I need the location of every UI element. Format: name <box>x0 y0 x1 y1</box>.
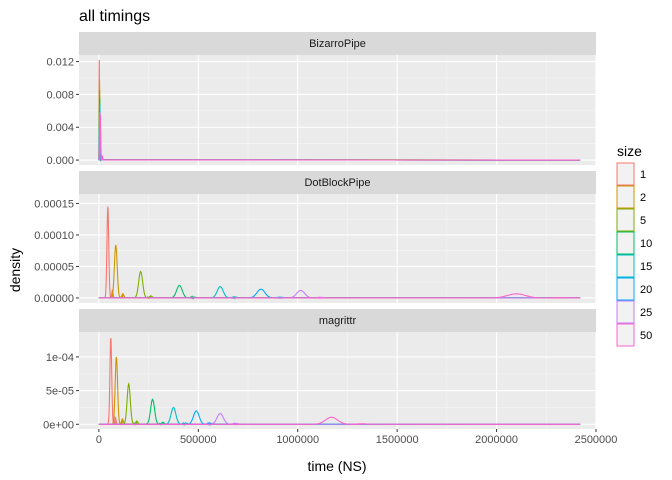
y-tick-label: 0.00000 <box>34 293 74 305</box>
facet-strip-label: DotBlockPipe <box>304 177 370 189</box>
density-line-size-2 <box>98 244 581 299</box>
facet-panel-BizarroPipe: BizarroPipe 0.000 0.004 0.008 0.012 <box>46 32 597 167</box>
legend-label-5: 5 <box>640 215 646 227</box>
y-tick-label: 0.00005 <box>34 261 74 273</box>
x-tick-label: 2000000 <box>475 434 518 446</box>
legend-key-1 <box>616 162 635 186</box>
y-tick-label: 0.00010 <box>34 230 74 242</box>
facet-panel-magrittr: magrittr 0e+00 5e-05 1e-04 <box>43 309 597 431</box>
legend-key-50 <box>616 323 635 347</box>
legend-label-20: 20 <box>640 284 652 296</box>
y-tick-label: 5e-05 <box>46 386 74 398</box>
legend-key-20 <box>616 277 635 301</box>
legend-label-15: 15 <box>640 261 652 273</box>
y-tick-label: 0e+00 <box>43 419 74 431</box>
y-tick-label: 0.00015 <box>34 198 74 210</box>
density-line-size-50 <box>98 293 581 299</box>
facet-strip <box>79 171 596 194</box>
x-axis-title: time (NS) <box>307 458 366 474</box>
legend-key-10 <box>616 231 635 255</box>
legend-key-2 <box>616 185 635 209</box>
density-line-size-2 <box>98 356 581 426</box>
facet-strip-label: BizarroPipe <box>309 38 366 50</box>
legend-label-1: 1 <box>640 169 646 181</box>
facet-strip <box>79 32 596 55</box>
panel-background <box>79 55 596 165</box>
legend-label-10: 10 <box>640 238 652 250</box>
legend-label-2: 2 <box>640 192 646 204</box>
legend-label-50: 50 <box>640 330 652 342</box>
y-tick-label: 0.008 <box>46 89 74 101</box>
x-tick-label: 1500000 <box>376 434 419 446</box>
facet-strip-label: magrittr <box>319 315 357 327</box>
y-tick-label: 1e-04 <box>46 352 74 364</box>
density-line-size-50 <box>98 114 581 162</box>
panel-background <box>79 332 596 429</box>
legend-key-15 <box>616 254 635 278</box>
legend-key-5 <box>616 208 635 232</box>
facet-strip <box>79 309 596 332</box>
density-line-size-50 <box>98 416 581 426</box>
facet-panels: BizarroPipe 0.000 0.004 0.008 0.012 DotBlockP… <box>34 32 597 431</box>
chart-title: all timings <box>79 8 150 25</box>
legend-label-25: 25 <box>640 307 652 319</box>
panel-background <box>79 194 596 303</box>
x-tick-label: 2500000 <box>575 434 618 446</box>
y-tick-label: 0.012 <box>46 57 74 69</box>
facet-panel-DotBlockPipe: DotBlockPipe 0.00000 0.00005 0.00010 0.00015 <box>34 171 597 305</box>
x-axis: 0 500000 1000000 1500000 2000000 2500000 <box>96 429 618 446</box>
x-tick-label: 0 <box>96 434 102 446</box>
y-axis-title: density <box>7 248 23 292</box>
y-tick-label: 0.004 <box>46 122 74 134</box>
x-tick-label: 1000000 <box>276 434 319 446</box>
legend-title: size <box>617 143 642 159</box>
y-tick-label: 0.000 <box>46 155 74 167</box>
legend-key-25 <box>616 300 635 324</box>
x-tick-label: 500000 <box>180 434 217 446</box>
density-line-size-1 <box>98 338 581 425</box>
